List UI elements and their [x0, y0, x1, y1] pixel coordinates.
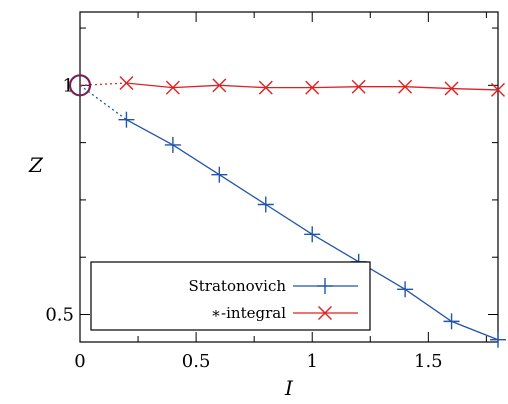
series-0-point [304, 226, 321, 243]
x-tick-label: 1 [306, 351, 317, 372]
legend-label-stratonovich: Stratonovich [189, 277, 287, 295]
axis-ticks [79, 12, 498, 342]
series-0-point [257, 196, 274, 213]
legend-samples [293, 278, 358, 320]
series-1-point [491, 82, 505, 97]
x-tick-label: 0.5 [182, 351, 211, 372]
legend: Stratonovich ∗-integral [90, 261, 371, 331]
series-1-line [126, 82, 499, 91]
axis-tick-labels: 0 0.5 1 1.5 0.5 1 [45, 75, 442, 372]
series-1-point [119, 76, 134, 91]
series-0-point [490, 331, 506, 348]
y-tick-label: 1 [63, 75, 74, 96]
series-1-point [305, 80, 320, 95]
legend-label-star-integral: ∗-integral [211, 304, 286, 322]
series-1-point [444, 81, 459, 96]
legend-box [90, 261, 371, 331]
x-tick-label: 0 [74, 351, 85, 372]
series-1-point [212, 78, 227, 93]
series-1-point [351, 79, 366, 94]
start-point-marker [68, 74, 92, 97]
series-1-point [165, 80, 180, 95]
legend-marker-0 [317, 278, 333, 294]
y-axis-label: Z [28, 153, 44, 177]
y-tick-label: 0.5 [45, 305, 74, 326]
series-0-point [397, 281, 414, 298]
series-0-point [211, 166, 228, 183]
plot-frame [79, 11, 499, 343]
legend-marker-1 [318, 306, 332, 320]
series-0-point [443, 313, 460, 330]
series-0-start-connector [79, 84, 127, 121]
series-0-point [118, 111, 135, 128]
x-tick-label: 1.5 [414, 351, 443, 372]
x-axis-label: I [284, 376, 294, 400]
series-1-point [258, 80, 273, 95]
series-1-point [398, 79, 413, 94]
series-0-point [164, 136, 181, 153]
series-1-start-connector [79, 82, 127, 86]
